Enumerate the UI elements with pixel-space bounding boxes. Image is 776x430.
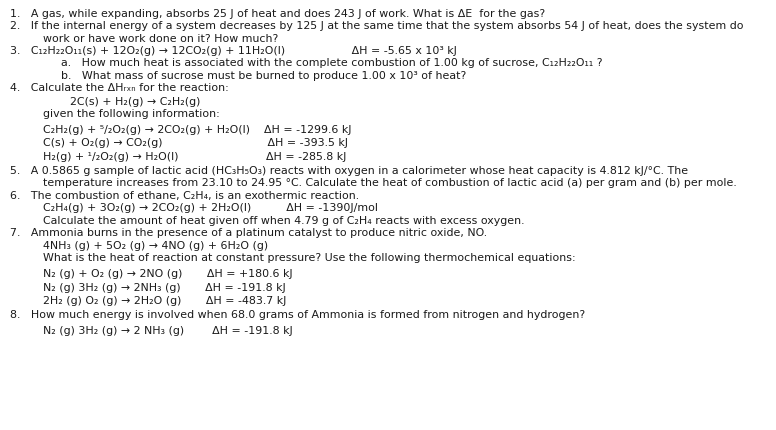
Text: What is the heat of reaction at constant pressure? Use the following thermochemi: What is the heat of reaction at constant… [43,253,575,263]
Text: C₂H₄(g) + 3O₂(g) → 2CO₂(g) + 2H₂O(l)          ΔH = -1390J/mol: C₂H₄(g) + 3O₂(g) → 2CO₂(g) + 2H₂O(l) ΔH … [43,203,378,213]
Text: N₂ (g) + O₂ (g) → 2NO (g)       ΔH = +180.6 kJ: N₂ (g) + O₂ (g) → 2NO (g) ΔH = +180.6 kJ [43,269,293,279]
Text: a.   How much heat is associated with the complete combustion of 1.00 kg of sucr: a. How much heat is associated with the … [61,58,602,68]
Text: temperature increases from 23.10 to 24.95 °C. Calculate the heat of combustion o: temperature increases from 23.10 to 24.9… [43,178,736,188]
Text: C₂H₂(g) + ⁵/₂O₂(g) → 2CO₂(g) + H₂O(l)    ΔH = -1299.6 kJ: C₂H₂(g) + ⁵/₂O₂(g) → 2CO₂(g) + H₂O(l) ΔH… [43,125,352,135]
Text: 5.   A 0.5865 g sample of lactic acid (HC₃H₅O₃) reacts with oxygen in a calorime: 5. A 0.5865 g sample of lactic acid (HC₃… [10,166,688,176]
Text: 8.   How much energy is involved when 68.0 grams of Ammonia is formed from nitro: 8. How much energy is involved when 68.0… [10,310,585,320]
Text: 2C(s) + H₂(g) → C₂H₂(g): 2C(s) + H₂(g) → C₂H₂(g) [70,97,200,107]
Text: N₂ (g) 3H₂ (g) → 2 NH₃ (g)        ΔH = -191.8 kJ: N₂ (g) 3H₂ (g) → 2 NH₃ (g) ΔH = -191.8 k… [43,326,293,335]
Text: 3.   C₁₂H₂₂O₁₁(s) + 12O₂(g) → 12CO₂(g) + 11H₂O(l)                   ΔH = -5.65 x: 3. C₁₂H₂₂O₁₁(s) + 12O₂(g) → 12CO₂(g) + 1… [10,46,457,56]
Text: 2H₂ (g) O₂ (g) → 2H₂O (g)       ΔH = -483.7 kJ: 2H₂ (g) O₂ (g) → 2H₂O (g) ΔH = -483.7 kJ [43,296,286,306]
Text: given the following information:: given the following information: [43,109,220,119]
Text: N₂ (g) 3H₂ (g) → 2NH₃ (g)       ΔH = -191.8 kJ: N₂ (g) 3H₂ (g) → 2NH₃ (g) ΔH = -191.8 kJ [43,283,286,292]
Text: 4NH₃ (g) + 5O₂ (g) → 4NO (g) + 6H₂O (g): 4NH₃ (g) + 5O₂ (g) → 4NO (g) + 6H₂O (g) [43,241,268,251]
Text: 7.   Ammonia burns in the presence of a platinum catalyst to produce nitric oxid: 7. Ammonia burns in the presence of a pl… [10,228,487,238]
Text: 1.   A gas, while expanding, absorbs 25 J of heat and does 243 J of work. What i: 1. A gas, while expanding, absorbs 25 J … [10,9,546,18]
Text: 6.   The combustion of ethane, C₂H₄, is an exothermic reaction.: 6. The combustion of ethane, C₂H₄, is an… [10,191,359,201]
Text: 4.   Calculate the ΔHᵣₓₙ for the reaction:: 4. Calculate the ΔHᵣₓₙ for the reaction: [10,83,229,93]
Text: H₂(g) + ¹/₂O₂(g) → H₂O(l)                         ΔH = -285.8 kJ: H₂(g) + ¹/₂O₂(g) → H₂O(l) ΔH = -285.8 kJ [43,152,346,162]
Text: b.   What mass of sucrose must be burned to produce 1.00 x 10³ of heat?: b. What mass of sucrose must be burned t… [61,71,466,81]
Text: work or have work done on it? How much?: work or have work done on it? How much? [43,34,278,43]
Text: 2.   If the internal energy of a system decreases by 125 J at the same time that: 2. If the internal energy of a system de… [10,21,743,31]
Text: Calculate the amount of heat given off when 4.79 g of C₂H₄ reacts with excess ox: Calculate the amount of heat given off w… [43,216,524,226]
Text: C(s) + O₂(g) → CO₂(g)                              ΔH = -393.5 kJ: C(s) + O₂(g) → CO₂(g) ΔH = -393.5 kJ [43,138,348,148]
